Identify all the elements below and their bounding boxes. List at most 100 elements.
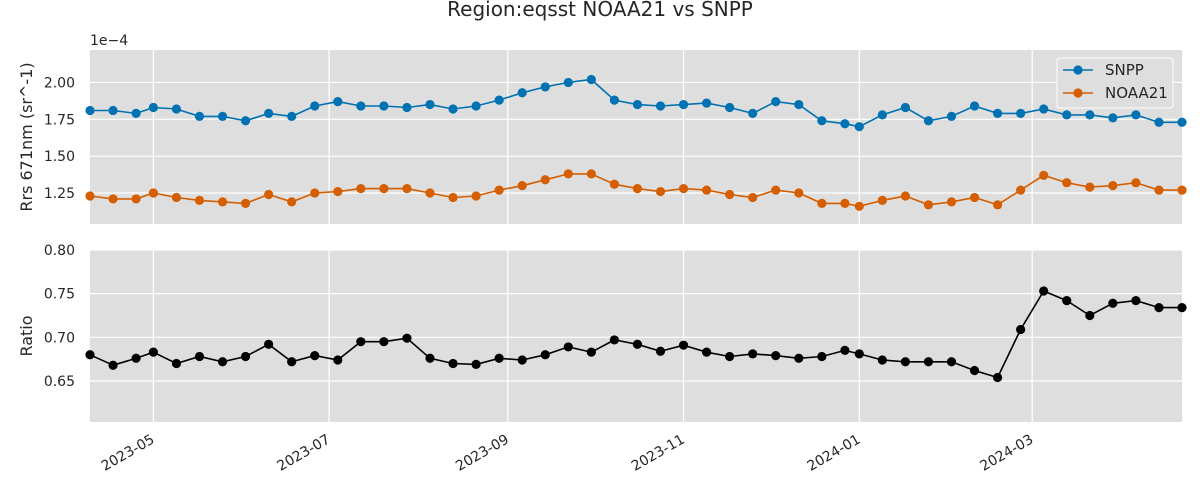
top-point-snpp <box>748 108 758 119</box>
top-point-noaa21 <box>655 186 666 197</box>
top-point-snpp <box>1154 117 1164 127</box>
bottom-point-ratio <box>946 357 957 367</box>
bottom-point-ratio <box>108 360 118 370</box>
top-point-snpp <box>448 104 458 114</box>
bottom-point-ratio <box>287 357 297 367</box>
xtick-label: 2024-01 <box>805 432 864 475</box>
bottom-point-ratio <box>85 350 95 360</box>
top-point-noaa21 <box>586 169 596 179</box>
xtick-label: 2024-03 <box>978 432 1037 475</box>
top-point-noaa21 <box>287 197 297 207</box>
bottom-point-ratio <box>494 353 504 363</box>
top-point-noaa21 <box>517 181 527 191</box>
top-point-noaa21 <box>946 197 957 207</box>
top-point-snpp <box>264 108 274 119</box>
top-point-snpp <box>471 101 481 111</box>
top-point-snpp <box>701 98 712 108</box>
x-axis: 2023-05 2023-07 2023-09 2023-11 2024-01 2024-… <box>99 432 1036 475</box>
bottom-point-ratio <box>1062 296 1072 306</box>
bottom-point-ratio <box>310 351 320 361</box>
top-point-snpp <box>877 110 887 120</box>
top-point-snpp <box>854 122 864 132</box>
top-point-noaa21 <box>817 198 827 208</box>
top-panel: 1.25 1.50 1.75 2.00 Rrs 671nm (sr^-1) 1e−4 SNP… <box>17 33 1187 224</box>
top-point-noaa21 <box>900 191 910 201</box>
bottom-point-ratio <box>817 351 827 362</box>
top-point-noaa21 <box>992 200 1003 210</box>
top-point-noaa21 <box>1177 185 1187 195</box>
top-point-snpp <box>517 88 527 98</box>
top-point-noaa21 <box>609 179 619 189</box>
bottom-point-ratio <box>517 355 527 365</box>
top-point-snpp <box>840 119 850 129</box>
xtick-label: 2023-11 <box>629 432 688 475</box>
top-point-snpp <box>425 99 435 110</box>
legend-label: SNPP <box>1105 61 1144 79</box>
top-point-snpp <box>217 111 228 121</box>
top-point-snpp <box>148 102 158 113</box>
bottom-panel: 0.65 0.70 0.75 0.80 Ratio <box>17 243 1187 422</box>
bottom-point-ratio <box>877 355 887 365</box>
top-point-noaa21 <box>194 195 205 206</box>
bottom-plot-area <box>90 250 1182 422</box>
top-point-noaa21 <box>840 198 850 208</box>
top-point-noaa21 <box>771 185 781 195</box>
top-point-noaa21 <box>632 184 643 194</box>
top-point-snpp <box>1131 110 1141 120</box>
bottom-point-ratio <box>923 357 934 367</box>
top-point-noaa21 <box>794 188 804 198</box>
top-point-noaa21 <box>725 189 735 200</box>
top-point-noaa21 <box>563 169 573 179</box>
bottom-point-ratio <box>725 351 735 362</box>
legend-marker <box>1073 88 1083 98</box>
top-point-noaa21 <box>310 188 320 198</box>
bottom-point-ratio <box>992 372 1003 383</box>
bottom-point-ratio <box>194 351 205 362</box>
top-ytick-label: 2.00 <box>44 75 75 91</box>
top-point-snpp <box>310 101 320 111</box>
top-point-noaa21 <box>108 194 118 204</box>
bottom-point-ratio <box>448 358 458 369</box>
bottom-point-ratio <box>1016 324 1026 335</box>
top-ylabel: Rrs 671nm (sr^-1) <box>17 62 36 211</box>
bottom-point-ratio <box>240 351 251 362</box>
xtick-label: 2023-09 <box>453 432 512 475</box>
top-ytick-label: 1.50 <box>44 149 75 165</box>
top-ytick-label: 1.25 <box>44 186 75 202</box>
bottom-point-ratio <box>402 333 412 343</box>
top-point-snpp <box>794 99 804 110</box>
bottom-ytick-label: 0.80 <box>44 243 75 259</box>
top-point-noaa21 <box>85 191 95 201</box>
top-point-snpp <box>240 116 251 126</box>
top-ytick-label: 1.75 <box>44 112 75 128</box>
top-point-noaa21 <box>240 198 251 208</box>
top-point-snpp <box>923 116 934 126</box>
bottom-point-ratio <box>771 351 781 361</box>
top-point-snpp <box>85 105 95 116</box>
top-point-snpp <box>131 108 141 119</box>
bottom-point-ratio <box>1131 296 1141 306</box>
top-point-snpp <box>725 102 735 113</box>
top-point-noaa21 <box>402 184 412 194</box>
bottom-point-ratio <box>425 353 435 363</box>
bottom-point-ratio <box>563 342 573 352</box>
top-point-snpp <box>586 74 596 85</box>
top-point-snpp <box>992 108 1003 119</box>
bottom-point-ratio <box>794 353 804 363</box>
top-point-noaa21 <box>748 192 758 203</box>
xtick-label: 2023-07 <box>274 432 333 475</box>
bottom-ylabel: Ratio <box>17 315 36 356</box>
top-point-snpp <box>900 102 910 113</box>
bottom-point-ratio <box>701 347 712 357</box>
top-point-noaa21 <box>1062 178 1072 188</box>
top-point-snpp <box>1039 104 1049 114</box>
bottom-ytick-label: 0.75 <box>44 287 75 303</box>
top-point-noaa21 <box>1085 182 1095 192</box>
top-point-noaa21 <box>494 185 504 195</box>
bottom-point-ratio <box>900 357 910 367</box>
bottom-ytick-label: 0.70 <box>44 330 75 346</box>
top-point-noaa21 <box>333 186 343 197</box>
top-point-noaa21 <box>877 195 887 206</box>
bottom-point-ratio <box>854 349 864 359</box>
top-point-noaa21 <box>540 175 550 185</box>
